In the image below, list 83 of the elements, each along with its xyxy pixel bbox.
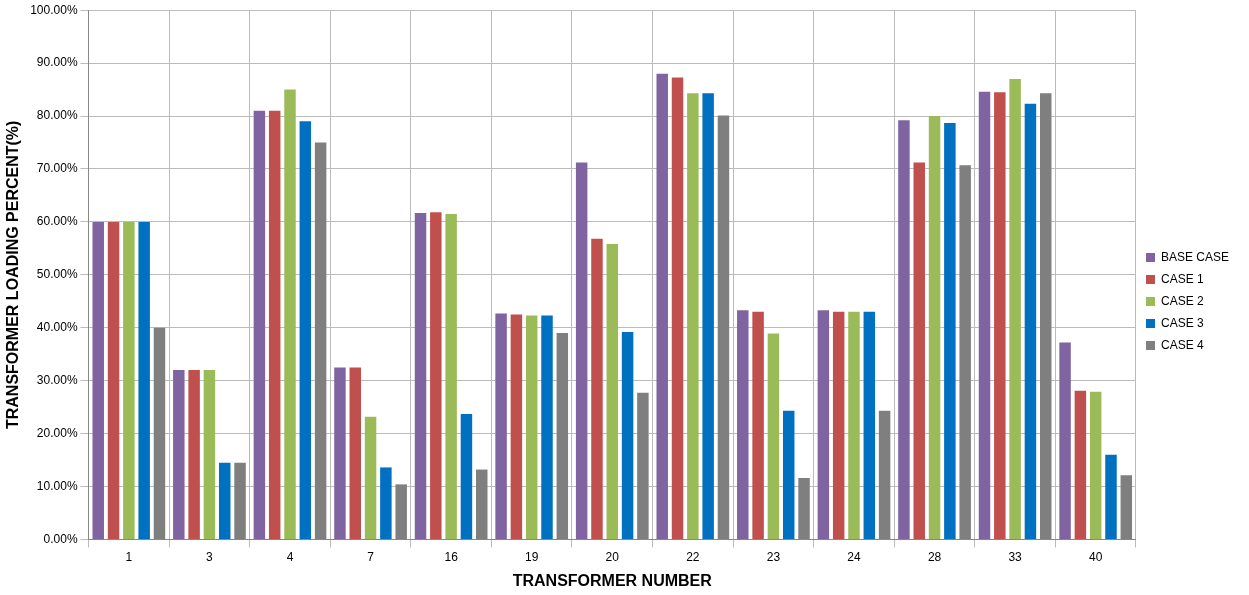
bar <box>284 89 296 539</box>
bar <box>380 467 392 539</box>
bar <box>1105 454 1117 539</box>
x-tick-label: 22 <box>686 549 700 564</box>
bar <box>123 221 135 539</box>
bar <box>687 93 699 539</box>
x-tick-label: 16 <box>444 549 459 564</box>
bar <box>460 413 473 539</box>
legend-label: CASE 4 <box>1160 337 1204 352</box>
bar <box>1024 103 1037 539</box>
x-tick-label: 1 <box>125 549 133 564</box>
y-tick-label: 90.00% <box>36 55 78 70</box>
y-tick-label: 60.00% <box>36 214 78 229</box>
bar <box>1059 342 1071 539</box>
bar <box>928 116 941 539</box>
x-tick-label: 23 <box>766 549 781 564</box>
bar <box>525 315 538 539</box>
legend-label: CASE 3 <box>1160 315 1204 330</box>
y-axis-title: TRANSFORMER LOADING PERCENT(%) <box>4 120 22 430</box>
bar <box>107 221 120 539</box>
bar <box>364 416 377 539</box>
bar <box>737 310 749 539</box>
bar <box>671 77 684 539</box>
bar <box>832 311 845 539</box>
bar <box>863 311 876 539</box>
bar <box>978 91 991 539</box>
bar <box>349 367 361 539</box>
bar <box>173 370 185 539</box>
bar <box>218 462 231 539</box>
bar <box>591 238 603 539</box>
bar <box>752 311 764 539</box>
x-tick-label: 20 <box>605 549 620 564</box>
bar <box>299 121 312 539</box>
bar <box>334 367 346 539</box>
legend-label: CASE 2 <box>1160 293 1204 308</box>
y-tick-label: 10.00% <box>36 478 78 493</box>
bar <box>656 73 668 539</box>
legend-label: CASE 1 <box>1160 271 1204 286</box>
x-axis-title: TRANSFORMER NUMBER <box>512 571 713 589</box>
bar <box>510 314 523 539</box>
bar <box>92 221 104 539</box>
bar <box>621 331 634 539</box>
bar <box>253 110 266 539</box>
bar <box>203 370 216 539</box>
bar <box>414 212 427 539</box>
bar <box>188 370 200 539</box>
x-tick-label: 40 <box>1089 549 1103 564</box>
bar <box>898 120 910 539</box>
bar <box>445 213 457 539</box>
y-tick-label: 50.00% <box>36 267 78 282</box>
bar <box>1089 391 1102 539</box>
y-tick-label: 0.00% <box>43 531 78 546</box>
bar <box>430 212 442 539</box>
bar <box>606 244 619 539</box>
y-tick-label: 40.00% <box>36 320 78 335</box>
y-tick-label: 70.00% <box>36 161 78 176</box>
y-tick-label: 20.00% <box>36 425 78 440</box>
x-tick-label: 24 <box>847 549 861 564</box>
bar <box>913 162 925 539</box>
x-tick-label: 7 <box>367 549 375 564</box>
bar <box>1074 390 1087 539</box>
x-tick-label: 4 <box>286 549 294 564</box>
x-tick-label: 28 <box>927 549 942 564</box>
x-tick-label: 33 <box>1008 549 1023 564</box>
bar <box>848 311 860 539</box>
bar <box>767 333 780 539</box>
bar <box>575 162 588 539</box>
bar <box>817 310 830 539</box>
y-tick-label: 100.00% <box>30 2 78 17</box>
bar <box>1009 79 1021 539</box>
legend-label: BASE CASE <box>1160 249 1229 264</box>
bar <box>268 110 281 539</box>
bar <box>782 410 795 539</box>
bar <box>495 313 507 539</box>
y-tick-label: 30.00% <box>36 372 78 387</box>
x-tick-label: 3 <box>206 549 214 564</box>
y-tick-label: 80.00% <box>36 108 78 123</box>
bar <box>994 92 1006 539</box>
bar <box>138 221 150 539</box>
bar <box>944 122 956 539</box>
bar <box>702 93 714 539</box>
x-tick-label: 19 <box>525 549 539 564</box>
bar <box>541 315 553 539</box>
